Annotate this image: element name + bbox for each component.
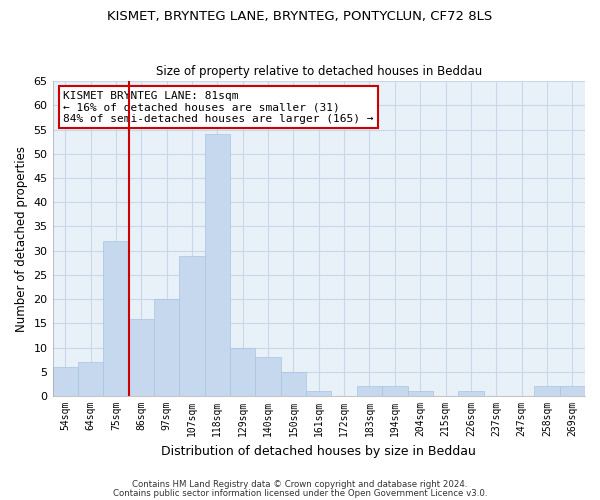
Bar [357, 386, 382, 396]
Bar [407, 391, 433, 396]
Bar [256, 358, 281, 396]
Bar [179, 256, 205, 396]
Bar [78, 362, 103, 396]
Text: KISMET, BRYNTEG LANE, BRYNTEG, PONTYCLUN, CF72 8LS: KISMET, BRYNTEG LANE, BRYNTEG, PONTYCLUN… [107, 10, 493, 23]
Bar [306, 391, 331, 396]
Bar [534, 386, 560, 396]
Bar [103, 241, 128, 396]
Bar [230, 348, 256, 396]
Y-axis label: Number of detached properties: Number of detached properties [15, 146, 28, 332]
Bar [458, 391, 484, 396]
Bar [154, 299, 179, 396]
Text: KISMET BRYNTEG LANE: 81sqm
← 16% of detached houses are smaller (31)
84% of semi: KISMET BRYNTEG LANE: 81sqm ← 16% of deta… [63, 90, 374, 124]
Text: Contains HM Land Registry data © Crown copyright and database right 2024.: Contains HM Land Registry data © Crown c… [132, 480, 468, 489]
Bar [53, 367, 78, 396]
Bar [205, 134, 230, 396]
Bar [128, 318, 154, 396]
Bar [382, 386, 407, 396]
X-axis label: Distribution of detached houses by size in Beddau: Distribution of detached houses by size … [161, 444, 476, 458]
Text: Contains public sector information licensed under the Open Government Licence v3: Contains public sector information licen… [113, 488, 487, 498]
Title: Size of property relative to detached houses in Beddau: Size of property relative to detached ho… [155, 66, 482, 78]
Bar [281, 372, 306, 396]
Bar [560, 386, 585, 396]
